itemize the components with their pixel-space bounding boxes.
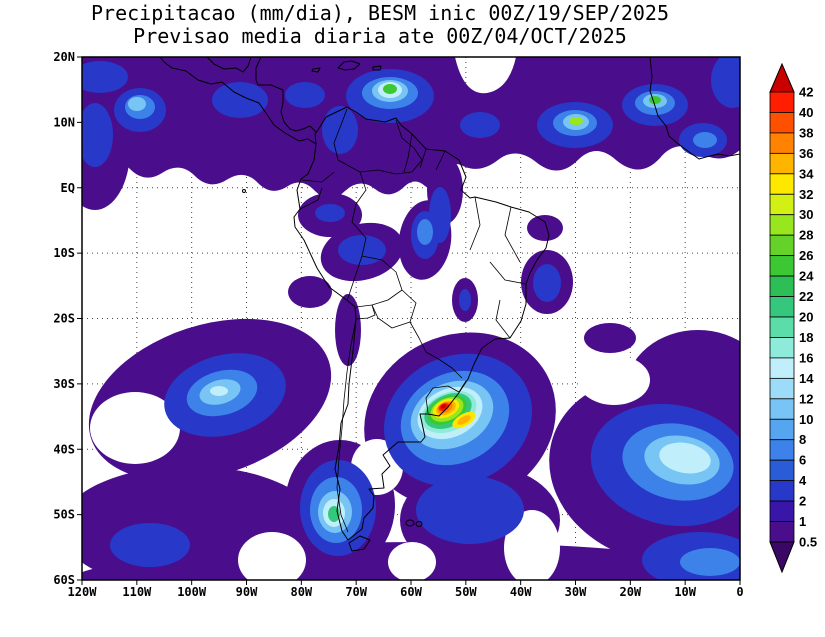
x-tick-label: 50W	[455, 585, 477, 599]
puerto-rico-island	[372, 65, 382, 71]
colorbar-cell	[769, 132, 795, 154]
colorbar-cell	[769, 152, 795, 175]
x-tick-label: 100W	[177, 585, 207, 599]
chart-title-line2: Previsao media diaria ate 00Z/04/OCT/202…	[133, 24, 627, 48]
x-tick-label: 40W	[510, 585, 532, 599]
colorbar-label: 24	[799, 269, 814, 284]
colorbar-cell	[769, 439, 795, 461]
colorbar-label: 36	[799, 146, 813, 161]
colorbar-label: 1	[799, 514, 806, 529]
colorbar-label: 4	[799, 473, 807, 488]
colorbar-label: 2	[799, 494, 806, 509]
precipitation-shading	[82, 57, 740, 580]
west-africa-coastline	[649, 57, 740, 160]
colorbar-label: 26	[799, 248, 813, 263]
colorbar-label: 40	[799, 105, 813, 120]
x-tick-label: 70W	[345, 585, 367, 599]
colorbar-label: 32	[799, 187, 813, 202]
precip-band-42-max	[440, 404, 447, 409]
gulf-of-mexico-coast	[206, 57, 252, 73]
colorbar-label: 10	[799, 412, 813, 427]
coastlines	[159, 57, 740, 552]
colorbar-cell	[769, 357, 795, 379]
colorbar-cell	[769, 521, 795, 543]
colorbar-label: 14	[799, 371, 814, 386]
colorbar-label: 20	[799, 310, 813, 325]
colorbar-cell	[769, 275, 795, 297]
x-tick-label: 10W	[674, 585, 696, 599]
colorbar-cell	[769, 500, 795, 522]
galapagos-island	[242, 189, 246, 193]
colorbar-label: 18	[799, 330, 813, 345]
y-tick-label: 30S	[53, 377, 75, 391]
colorbar-cell	[769, 418, 795, 441]
y-tick-label: 20S	[53, 312, 75, 326]
central-america-caribbean-coast	[255, 57, 317, 133]
country-borders	[299, 108, 527, 533]
x-tick-label: 20W	[619, 585, 641, 599]
x-tick-label: 120W	[68, 585, 98, 599]
colorbar: 4240383634323028262422201816141210864210…	[769, 62, 817, 574]
colorbar-cell	[769, 214, 795, 236]
colorbar-cell	[769, 173, 795, 195]
jamaica-island	[311, 67, 321, 73]
colorbar-cell	[769, 398, 795, 420]
colorbar-label: 12	[799, 391, 813, 406]
colorbar-cell	[769, 255, 795, 277]
colorbar-cell	[769, 296, 795, 318]
south-america-coastline	[293, 106, 550, 541]
axis-ticks	[77, 56, 741, 585]
chart-title-line1: Precipitacao (mm/dia), BESM inic 00Z/19/…	[91, 1, 669, 25]
y-tick-label: 10S	[53, 246, 75, 260]
colorbar-label: 22	[799, 289, 813, 304]
x-tick-label: 30W	[565, 585, 587, 599]
chart-title: Precipitacao (mm/dia), BESM inic 00Z/19/…	[0, 2, 760, 48]
falkland-island-west	[405, 519, 415, 527]
colorbar-cell	[769, 480, 795, 502]
colorbar-label: 8	[799, 432, 806, 447]
x-tick-label: 60W	[400, 585, 422, 599]
colorbar-cell	[769, 234, 795, 257]
y-tick-label: 50S	[53, 508, 75, 522]
falkland-island-east	[415, 521, 423, 527]
colorbar-cell	[769, 377, 795, 400]
colorbar-label: 38	[799, 125, 813, 140]
colorbar-cell	[769, 91, 795, 113]
colorbar-label: 6	[799, 453, 806, 468]
y-tick-label: 40S	[53, 442, 75, 456]
central-america-pacific-coast	[159, 57, 317, 145]
y-tick-label: 20N	[53, 50, 75, 64]
colorbar-label: 30	[799, 207, 813, 222]
colorbar-label: 16	[799, 350, 813, 365]
x-tick-label: 90W	[236, 585, 258, 599]
x-tick-label: 0	[736, 585, 743, 599]
y-tick-label: 60S	[53, 573, 75, 587]
colorbar-label: 42	[799, 85, 813, 100]
colorbar-cell	[769, 337, 795, 359]
y-tick-label: 10N	[53, 115, 75, 129]
x-axis-labels: 120W 110W 100W 90W 80W 70W 60W 50W 40W 30W 20W 10W 0	[68, 585, 744, 599]
colorbar-cell	[769, 112, 795, 134]
colorbar-label: 28	[799, 228, 813, 243]
hispaniola-island	[337, 60, 361, 71]
colorbar-label: 0.5	[799, 535, 817, 550]
colorbar-arrow-below-min	[769, 541, 795, 574]
colorbar-cell	[769, 459, 795, 482]
tierra-del-fuego-coastline	[348, 535, 371, 552]
x-tick-label: 80W	[290, 585, 312, 599]
colorbar-cell	[769, 193, 795, 216]
colorbar-arrow-above-max	[769, 62, 795, 93]
colorbar-label: 34	[799, 166, 814, 181]
x-tick-label: 110W	[122, 585, 152, 599]
y-axis-labels: 20N 10N EQ 10S 20S 30S 40S 50S 60S	[53, 50, 75, 587]
y-tick-label: EQ	[61, 181, 75, 195]
colorbar-cell	[769, 316, 795, 338]
